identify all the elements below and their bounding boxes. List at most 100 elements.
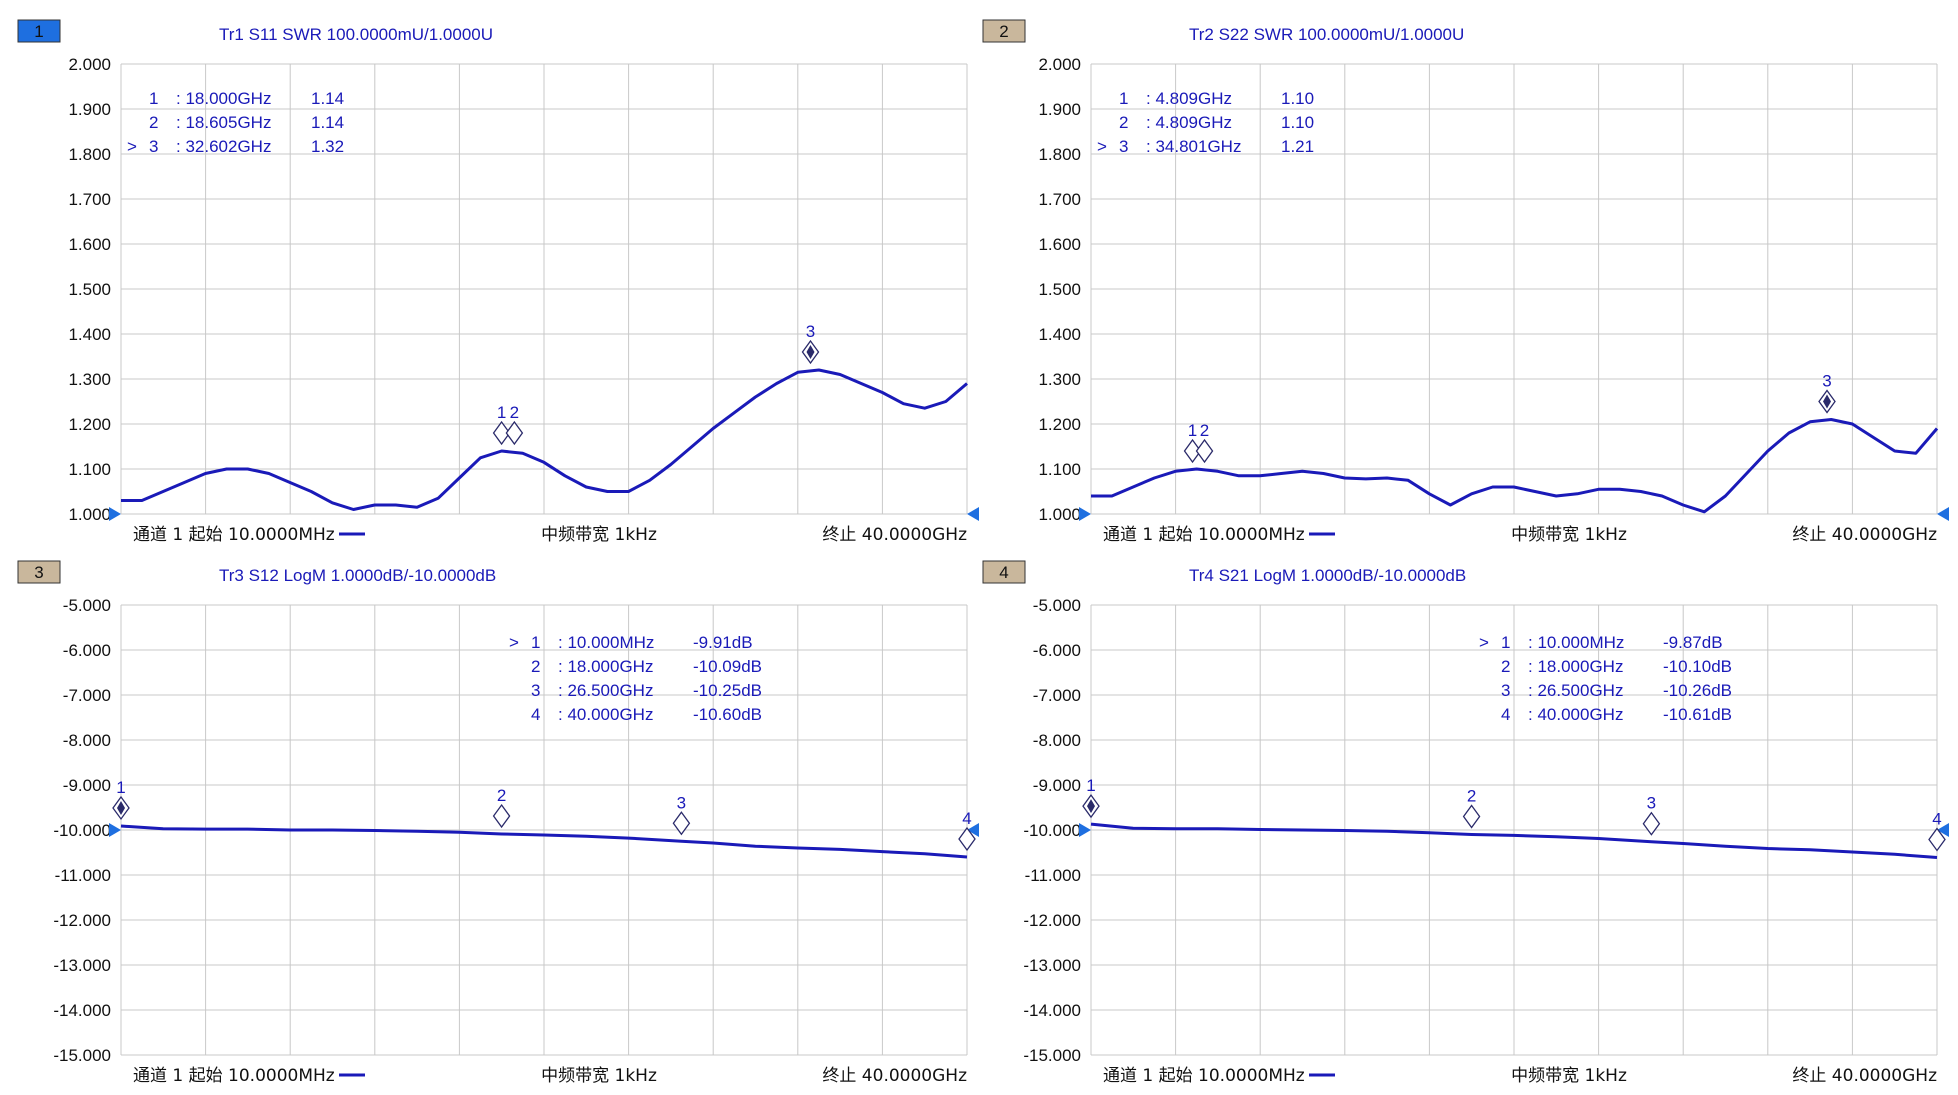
trace-badge-label: 3 bbox=[34, 563, 43, 582]
footer-start: 通道 1 起始 10.0000MHz bbox=[133, 525, 335, 545]
active-marker-indicator: > bbox=[1479, 633, 1489, 652]
marker-table-value: -10.25dB bbox=[693, 681, 762, 700]
y-tick-label: 1.900 bbox=[68, 100, 111, 119]
y-tick-label: -11.000 bbox=[1025, 866, 1081, 885]
y-tick-label: -6.000 bbox=[63, 641, 111, 660]
y-tick-label: -12.000 bbox=[1023, 911, 1081, 930]
active-marker-fill bbox=[1823, 394, 1832, 409]
marker-diamond[interactable] bbox=[505, 420, 524, 446]
trace-line bbox=[1091, 418, 1939, 514]
y-tick-label: -15.000 bbox=[53, 1046, 111, 1065]
marker-table-frequency: : 40.000GHz bbox=[558, 705, 653, 724]
marker-table-value: 1.14 bbox=[311, 89, 344, 108]
marker-diamond[interactable] bbox=[1462, 804, 1481, 829]
y-tick-label: -6.000 bbox=[1033, 641, 1081, 660]
footer-ifbw: 中频带宽 1kHz bbox=[541, 1066, 657, 1086]
y-tick-label: 1.100 bbox=[1038, 460, 1081, 479]
marker-table-value: 1.10 bbox=[1281, 89, 1314, 108]
marker-diamond[interactable] bbox=[1928, 827, 1946, 852]
marker-table-value: -9.87dB bbox=[1663, 633, 1723, 652]
y-tick-label: -8.000 bbox=[1033, 731, 1081, 750]
y-tick-label: 1.900 bbox=[1038, 100, 1081, 119]
y-tick-label: 1.300 bbox=[68, 370, 111, 389]
y-tick-label: 1.400 bbox=[1038, 325, 1081, 344]
marker-table-frequency: : 26.500GHz bbox=[1528, 681, 1623, 700]
trace-panel-1: 1 Tr1 S11 SWR 100.0000mU/1.0000U 1.000 1.10… bbox=[17, 19, 979, 545]
y-tick-label: -12.000 bbox=[53, 911, 111, 930]
trace-badge-label: 1 bbox=[34, 22, 43, 41]
marker-table-frequency: : 40.000GHz bbox=[1528, 705, 1623, 724]
y-tick-label: -7.000 bbox=[1033, 686, 1081, 705]
marker-table-row: 1: 4.809GHz 1.10 bbox=[1119, 89, 1314, 108]
trace-panel-2: 2 Tr2 S22 SWR 100.0000mU/1.0000U 1.000 1.10… bbox=[982, 19, 1949, 545]
marker-diamond[interactable] bbox=[492, 803, 511, 829]
reference-arrow-right bbox=[967, 507, 979, 521]
y-tick-label: 1.500 bbox=[68, 280, 111, 299]
marker-label: 1 bbox=[1188, 421, 1197, 440]
marker-table-value: 1.10 bbox=[1281, 113, 1314, 132]
y-tick-label: -7.000 bbox=[63, 686, 111, 705]
marker-label: 1 bbox=[116, 778, 125, 797]
marker-diamond[interactable] bbox=[492, 420, 511, 446]
marker-table-row: 2 : 4.809GHz 1.10 bbox=[1119, 113, 1314, 132]
trace-badge[interactable] bbox=[17, 560, 61, 584]
footer-start: 通道 1 起始 10.0000MHz bbox=[1103, 525, 1305, 545]
trace-line bbox=[121, 368, 968, 511]
marker-diamond[interactable] bbox=[1183, 438, 1202, 464]
channel-footer: 通道 1 起始 10.0000MHz 中频带宽 1kHz 终止 40.0000GHz bbox=[1103, 525, 1937, 545]
marker-diamond[interactable] bbox=[1642, 811, 1661, 836]
marker-table-id: 1 bbox=[1501, 633, 1510, 652]
footer-ifbw: 中频带宽 1kHz bbox=[1511, 525, 1627, 545]
trace-badge[interactable] bbox=[982, 560, 1026, 584]
trace-badge[interactable] bbox=[17, 19, 61, 43]
marker-table-frequency: : 10.000MHz bbox=[558, 633, 654, 652]
marker-label: 3 bbox=[806, 322, 815, 341]
y-tick-label: -13.000 bbox=[1023, 956, 1081, 975]
trace-badge[interactable] bbox=[982, 19, 1026, 43]
marker-table-id: 1 bbox=[531, 633, 540, 652]
marker-table-frequency: : 18.605GHz bbox=[176, 113, 271, 132]
marker-table-row: 3: 26.500GHz -10.26dB bbox=[1501, 681, 1732, 700]
trace-panel-4: 4 Tr4 S21 LogM 1.0000dB/-10.0000dB -15.000… bbox=[982, 560, 1949, 1086]
footer-ifbw: 中频带宽 1kHz bbox=[1511, 1066, 1627, 1086]
marker-label: 2 bbox=[497, 786, 506, 805]
y-tick-label: 1.700 bbox=[1038, 190, 1081, 209]
footer-stop: 终止 40.0000GHz bbox=[822, 525, 967, 545]
y-tick-label: 2.000 bbox=[1038, 55, 1081, 74]
y-tick-label: -14.000 bbox=[1023, 1001, 1081, 1020]
trace-title: Tr2 S22 SWR 100.0000mU/1.0000U bbox=[1189, 25, 1464, 44]
marker-table-id: 1 bbox=[1119, 89, 1128, 108]
y-tick-label: -5.000 bbox=[63, 596, 111, 615]
marker-table-row: >1: 10.000MHz -9.87dB bbox=[1479, 633, 1723, 652]
marker-label: 4 bbox=[1932, 809, 1941, 828]
reference-arrow-right bbox=[1937, 823, 1949, 837]
active-marker-fill bbox=[1087, 799, 1095, 814]
marker-table-id: 1 bbox=[149, 89, 158, 108]
marker-diamond[interactable] bbox=[958, 826, 976, 852]
marker-table-id: 3 bbox=[1119, 137, 1128, 156]
marker-table-frequency: : 4.809GHz bbox=[1146, 113, 1232, 132]
marker-table-id: 2 bbox=[1501, 657, 1510, 676]
channel-footer: 通道 1 起始 10.0000MHz 中频带宽 1kHz 终止 40.0000GHz bbox=[1103, 1066, 1937, 1086]
y-tick-label: -5.000 bbox=[1033, 596, 1081, 615]
footer-stop: 终止 40.0000GHz bbox=[822, 1066, 967, 1086]
y-tick-label: -9.000 bbox=[63, 776, 111, 795]
marker-table-frequency: : 18.000GHz bbox=[176, 89, 271, 108]
active-marker-indicator: > bbox=[127, 137, 137, 156]
marker-table-value: -9.91dB bbox=[693, 633, 753, 652]
y-tick-label: 1.800 bbox=[1038, 145, 1081, 164]
y-tick-label: -9.000 bbox=[1033, 776, 1081, 795]
marker-table-row: 4: 40.000GHz -10.60dB bbox=[531, 705, 762, 724]
marker-table-row: 4: 40.000GHz -10.61dB bbox=[1501, 705, 1732, 724]
channel-footer: 通道 1 起始 10.0000MHz 中频带宽 1kHz 终止 40.0000GHz bbox=[133, 525, 967, 545]
marker-table-id: 4 bbox=[531, 705, 540, 724]
marker-table-id: 2 bbox=[1119, 113, 1128, 132]
trace-line bbox=[1090, 822, 1938, 859]
reference-arrow-right bbox=[1937, 507, 1949, 521]
reference-arrow-left bbox=[109, 507, 121, 521]
reference-arrow-left bbox=[109, 823, 121, 837]
marker-diamond[interactable] bbox=[1195, 438, 1214, 464]
marker-table-frequency: : 18.000GHz bbox=[558, 657, 653, 676]
marker-diamond[interactable] bbox=[672, 811, 691, 836]
